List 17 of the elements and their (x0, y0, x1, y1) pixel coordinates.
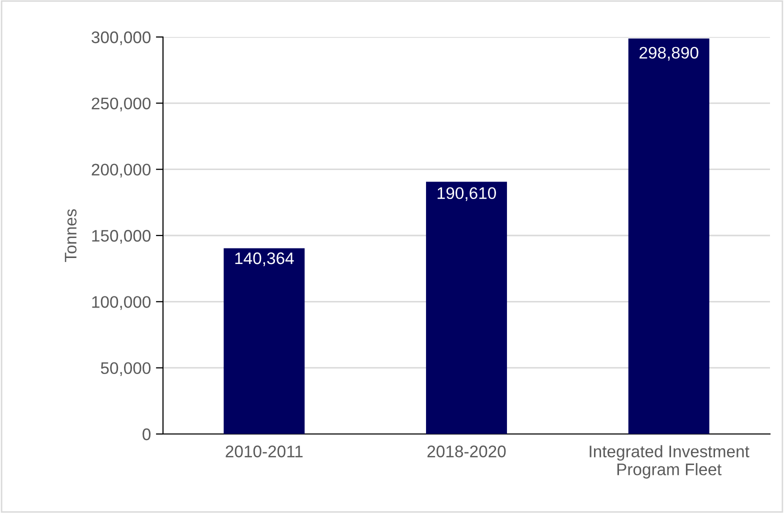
data-label: 298,890 (640, 46, 698, 61)
data-label: 190,610 (438, 187, 496, 202)
y-tick-label: 50,000 (100, 362, 151, 376)
x-tick-label: 2018-2020 (427, 446, 506, 458)
bar (628, 38, 710, 434)
y-tick-label: 250,000 (92, 98, 151, 112)
data-label: 140,364 (235, 252, 294, 266)
x-tick-label: 2010-2011 (226, 446, 303, 458)
bar (426, 182, 507, 434)
y-tick-label: 0 (142, 428, 151, 440)
y-axis-title: Tonnes (64, 209, 77, 262)
y-tick-label: 300,000 (92, 31, 151, 46)
y-tick-label: 100,000 (92, 296, 151, 310)
y-tick-label: 200,000 (92, 164, 151, 178)
x-tick-label: Integrated Investment Program Fleet (590, 445, 750, 479)
bar (224, 248, 305, 434)
y-tick-label: 150,000 (92, 230, 151, 244)
